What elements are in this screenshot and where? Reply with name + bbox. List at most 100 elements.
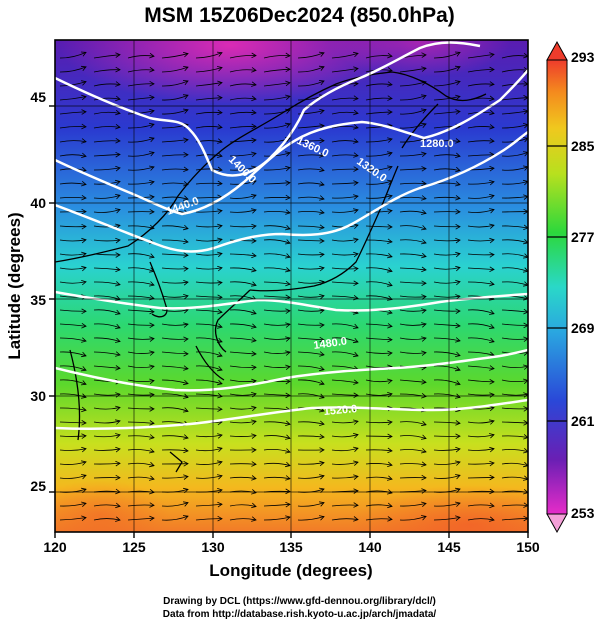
streamline <box>433 196 461 199</box>
streamline <box>195 337 223 343</box>
wind-arrow-head <box>183 474 189 480</box>
wind-arrow-head <box>81 487 87 494</box>
wind-arrow-head <box>217 460 223 466</box>
streamline <box>399 309 427 312</box>
wind-arrow-head <box>353 152 359 158</box>
streamline <box>467 253 495 256</box>
wind-arrow-head <box>421 350 427 356</box>
streamline <box>161 515 189 521</box>
streamline <box>365 253 393 258</box>
streamline <box>501 393 528 396</box>
streamline <box>93 434 121 438</box>
streamline <box>127 323 155 326</box>
wind-arrow-head <box>183 224 189 231</box>
streamline <box>127 435 155 439</box>
wind-arrow-head <box>387 165 393 171</box>
streamline <box>365 195 393 199</box>
streamline <box>433 111 461 115</box>
streamline <box>501 309 528 313</box>
wind-arrow-head <box>353 95 359 101</box>
wind-arrow-head <box>115 137 121 144</box>
streamline <box>229 239 257 242</box>
wind-arrow-head <box>455 279 461 286</box>
wind-arrow-head <box>81 515 87 522</box>
streamline <box>297 379 325 385</box>
streamline <box>331 267 359 270</box>
wind-arrow-head <box>115 309 121 315</box>
wind-arrow-head <box>149 488 155 495</box>
wind-arrow-head <box>523 488 528 495</box>
wind-arrow-head <box>81 152 87 158</box>
streamline <box>433 95 461 101</box>
wind-arrow-head <box>455 294 461 300</box>
wind-arrow-head <box>183 108 189 114</box>
streamline <box>399 67 427 73</box>
wind-arrow-head <box>285 108 291 114</box>
streamline <box>433 516 461 521</box>
streamline <box>501 181 528 185</box>
streamline <box>263 267 291 272</box>
wind-arrow-head <box>455 251 461 258</box>
wind-arrow-head <box>182 94 189 100</box>
wind-arrow-head <box>81 251 87 258</box>
streamline <box>263 503 291 507</box>
wind-arrow-head <box>183 266 189 272</box>
wind-arrow-head <box>353 474 359 480</box>
wind-arrow-head <box>353 433 359 439</box>
wind-arrow-head <box>251 109 257 116</box>
streamline <box>365 239 393 243</box>
wind-arrow-head <box>386 309 393 315</box>
streamline <box>365 449 393 452</box>
wind-arrow-head <box>183 238 189 245</box>
wind-arrow-head <box>149 94 155 101</box>
wind-arrow-head <box>217 337 223 343</box>
streamline <box>365 351 393 354</box>
streamline <box>433 140 461 143</box>
streamline <box>433 267 461 270</box>
wind-arrow-head <box>251 502 257 509</box>
streamline <box>229 406 257 410</box>
wind-arrow-head <box>455 237 461 244</box>
wind-arrow-head <box>454 65 461 71</box>
wind-arrow-head <box>489 446 495 453</box>
streamline <box>93 167 121 171</box>
streamline <box>93 126 121 129</box>
wind-arrow-head <box>387 109 393 115</box>
wind-arrow-head <box>421 195 427 201</box>
streamline <box>467 434 495 438</box>
wind-arrow-head <box>149 475 155 481</box>
wind-arrow-head <box>319 322 325 329</box>
streamline <box>229 309 257 315</box>
streamline <box>501 476 528 480</box>
wind-arrow-head <box>455 337 461 343</box>
streamline <box>59 448 87 451</box>
wind-arrow-head <box>285 378 291 385</box>
wind-arrow-head <box>149 515 155 522</box>
wind-arrow-head <box>115 109 121 116</box>
wind-arrow-head <box>455 393 461 399</box>
wind-arrow-head <box>115 223 121 229</box>
streamline <box>93 209 121 213</box>
streamline <box>467 83 495 87</box>
wind-arrow-head <box>387 489 393 495</box>
streamline <box>59 281 87 284</box>
wind-arrow-head <box>319 238 325 244</box>
streamline <box>297 351 325 356</box>
streamline <box>365 504 393 507</box>
streamline <box>195 461 223 465</box>
wind-arrow-head <box>523 109 528 115</box>
wind-arrow-head <box>319 195 325 201</box>
wind-arrow-head <box>421 266 427 273</box>
wind-arrow-head <box>489 66 495 73</box>
streamline <box>127 96 155 101</box>
wind-arrow-head <box>149 66 155 73</box>
streamline <box>195 503 223 507</box>
wind-arrow-head <box>251 95 257 102</box>
wind-arrow-head <box>149 364 155 370</box>
wind-arrow-head <box>149 267 155 273</box>
wind-arrow-head <box>353 392 359 399</box>
wind-arrow-head <box>318 51 325 57</box>
wind-arrow-head <box>319 380 325 386</box>
streamline <box>297 196 325 200</box>
wind-arrow-head <box>319 447 325 453</box>
